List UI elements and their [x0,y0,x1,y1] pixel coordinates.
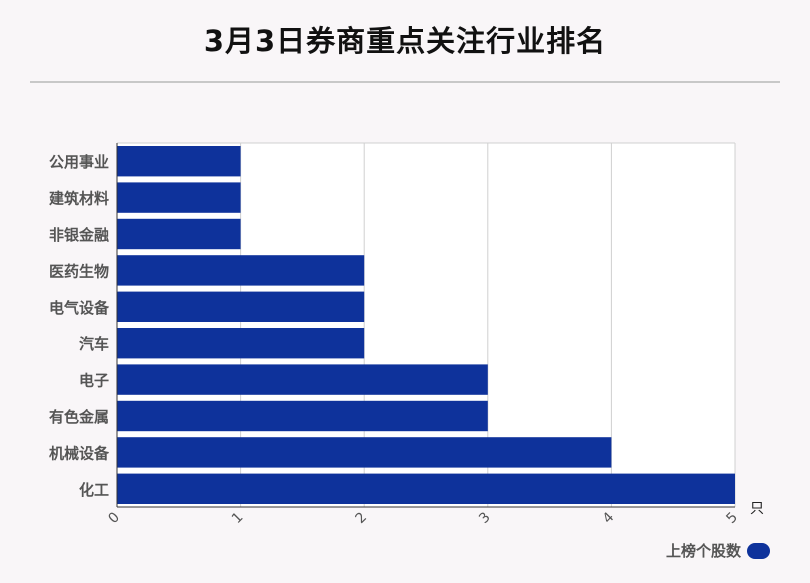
category-label: 化工 [79,481,109,499]
bar [117,364,488,395]
bar [117,328,365,359]
title-divider [30,81,780,83]
bar [117,182,241,213]
x-tick-label: 2 [353,509,371,527]
category-label: 公用事业 [49,153,109,171]
legend: 上榜个股数 [666,540,770,561]
x-tick-label: 1 [229,509,247,527]
bar [117,255,365,286]
category-label: 非银金融 [49,226,109,244]
legend-label: 上榜个股数 [665,542,741,560]
bar [117,218,241,250]
bar [117,400,488,432]
x-tick-label: 3 [476,509,494,527]
category-label: 电气设备 [49,299,110,317]
category-label: 汽车 [79,335,109,353]
bar [117,291,365,322]
category-label: 建筑材料 [49,190,109,208]
x-tick-label: 4 [600,509,618,527]
chart-title: 3月3日券商重点关注行业排名 [203,24,607,58]
bar [117,437,612,468]
category-label: 机械设备 [49,444,110,462]
category-label: 电子 [79,372,109,390]
x-unit-label: 只 [750,501,764,517]
legend-swatch [747,542,770,559]
bar [117,473,735,504]
category-label: 医药生物 [49,262,109,280]
x-tick-label: 5 [723,509,741,527]
bar [117,146,241,177]
x-tick-label: 0 [105,509,123,527]
category-label: 有色金属 [49,408,109,426]
